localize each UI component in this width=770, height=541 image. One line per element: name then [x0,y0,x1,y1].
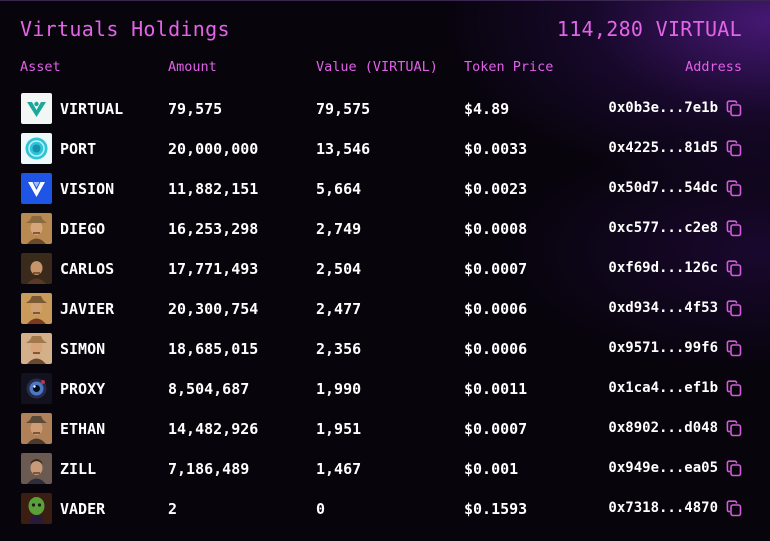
copy-icon[interactable] [726,380,742,397]
token-address: 0x1ca4...ef1b [608,380,718,396]
copy-icon[interactable] [726,460,742,477]
holdings-table: VIRTUAL 79,575 79,575 $4.89 0x0b3e...7e1b POR… [20,90,742,530]
token-value: 1,951 [316,420,362,438]
token-address: 0xf69d...126c [608,260,718,276]
token-address: 0x7318...4870 [608,500,718,516]
token-value: 79,575 [316,100,371,118]
token-amount: 79,575 [168,100,223,118]
token-amount: 16,253,298 [168,220,259,238]
token-name: CARLOS [60,260,115,278]
token-address: 0xc577...c2e8 [608,220,718,236]
token-avatar-icon [21,493,52,524]
table-row: PROXY 8,504,687 1,990 $0.0011 0x1ca4...ef1b [20,370,742,410]
total-holdings: 114,280 VIRTUAL [556,17,742,41]
token-value: 2,749 [316,220,362,238]
token-address: 0x0b3e...7e1b [608,100,718,116]
table-header: Asset Amount Value (VIRTUAL) Token Price… [20,59,742,79]
table-row: VIRTUAL 79,575 79,575 $4.89 0x0b3e...7e1b [20,90,742,130]
token-address: 0x4225...81d5 [608,140,718,156]
token-value: 2,477 [316,300,362,318]
table-row: ZILL 7,186,489 1,467 $0.001 0x949e...ea05 [20,450,742,490]
token-name: VADER [60,500,106,518]
token-address: 0x50d7...54dc [608,180,718,196]
token-avatar-icon [21,213,52,244]
copy-icon[interactable] [726,300,742,317]
copy-icon[interactable] [726,260,742,277]
copy-icon[interactable] [726,420,742,437]
column-token-price: Token Price [464,59,554,75]
table-row: CARLOS 17,771,493 2,504 $0.0007 0xf69d...126… [20,250,742,290]
token-value: 5,664 [316,180,362,198]
token-amount: 20,300,754 [168,300,259,318]
token-value: 1,467 [316,460,362,478]
token-name: JAVIER [60,300,115,318]
token-price: $0.001 [464,460,519,478]
token-address: 0xd934...4f53 [608,300,718,316]
token-name: VISION [60,180,115,198]
token-name: ETHAN [60,420,106,438]
token-avatar-icon [21,133,52,164]
table-row: DIEGO 16,253,298 2,749 $0.0008 0xc577...c2e8 [20,210,742,250]
token-amount: 14,482,926 [168,420,259,438]
token-amount: 11,882,151 [168,180,259,198]
token-amount: 7,186,489 [168,460,250,478]
copy-icon[interactable] [726,180,742,197]
copy-icon[interactable] [726,100,742,117]
panel-header: Virtuals Holdings 114,280 VIRTUAL [20,13,742,45]
token-price: $0.0011 [464,380,528,398]
column-amount: Amount [168,59,217,75]
token-avatar-icon [21,333,52,364]
token-avatar-icon [21,173,52,204]
token-value: 2,356 [316,340,362,358]
column-asset: Asset [20,59,61,75]
copy-icon[interactable] [726,340,742,357]
copy-icon[interactable] [726,220,742,237]
table-row: JAVIER 20,300,754 2,477 $0.0006 0xd934...4f5… [20,290,742,330]
token-name: DIEGO [60,220,106,238]
token-value: 2,504 [316,260,362,278]
token-address: 0x8902...d048 [608,420,718,436]
token-price: $0.1593 [464,500,528,518]
token-price: $0.0023 [464,180,528,198]
token-amount: 20,000,000 [168,140,259,158]
token-name: PORT [60,140,97,158]
token-price: $4.89 [464,100,510,118]
token-avatar-icon [21,93,52,124]
token-value: 0 [316,500,326,518]
token-price: $0.0008 [464,220,528,238]
token-amount: 17,771,493 [168,260,259,278]
token-name: ZILL [60,460,97,478]
token-price: $0.0006 [464,340,528,358]
table-row: SIMON 18,685,015 2,356 $0.0006 0x9571...99f6 [20,330,742,370]
copy-icon[interactable] [726,140,742,157]
token-address: 0x9571...99f6 [608,340,718,356]
token-name: PROXY [60,380,106,398]
token-avatar-icon [21,413,52,444]
token-price: $0.0007 [464,260,528,278]
column-address: Address [685,59,742,75]
table-row: VISION 11,882,151 5,664 $0.0023 0x50d7...54d… [20,170,742,210]
token-price: $0.0006 [464,300,528,318]
token-amount: 8,504,687 [168,380,250,398]
table-row: PORT 20,000,000 13,546 $0.0033 0x4225...81d5 [20,130,742,170]
token-amount: 2 [168,500,178,518]
token-value: 13,546 [316,140,371,158]
token-avatar-icon [21,453,52,484]
token-avatar-icon [21,373,52,404]
table-row: VADER 2 0 $0.1593 0x7318...4870 [20,490,742,530]
copy-icon[interactable] [726,500,742,517]
column-value: Value (VIRTUAL) [316,59,438,75]
token-price: $0.0007 [464,420,528,438]
token-name: SIMON [60,340,106,358]
token-name: VIRTUAL [60,100,124,118]
table-row: ETHAN 14,482,926 1,951 $0.0007 0x8902...d048 [20,410,742,450]
token-value: 1,990 [316,380,362,398]
token-amount: 18,685,015 [168,340,259,358]
token-avatar-icon [21,293,52,324]
token-address: 0x949e...ea05 [608,460,718,476]
panel-title: Virtuals Holdings [20,17,230,41]
token-avatar-icon [21,253,52,284]
token-price: $0.0033 [464,140,528,158]
